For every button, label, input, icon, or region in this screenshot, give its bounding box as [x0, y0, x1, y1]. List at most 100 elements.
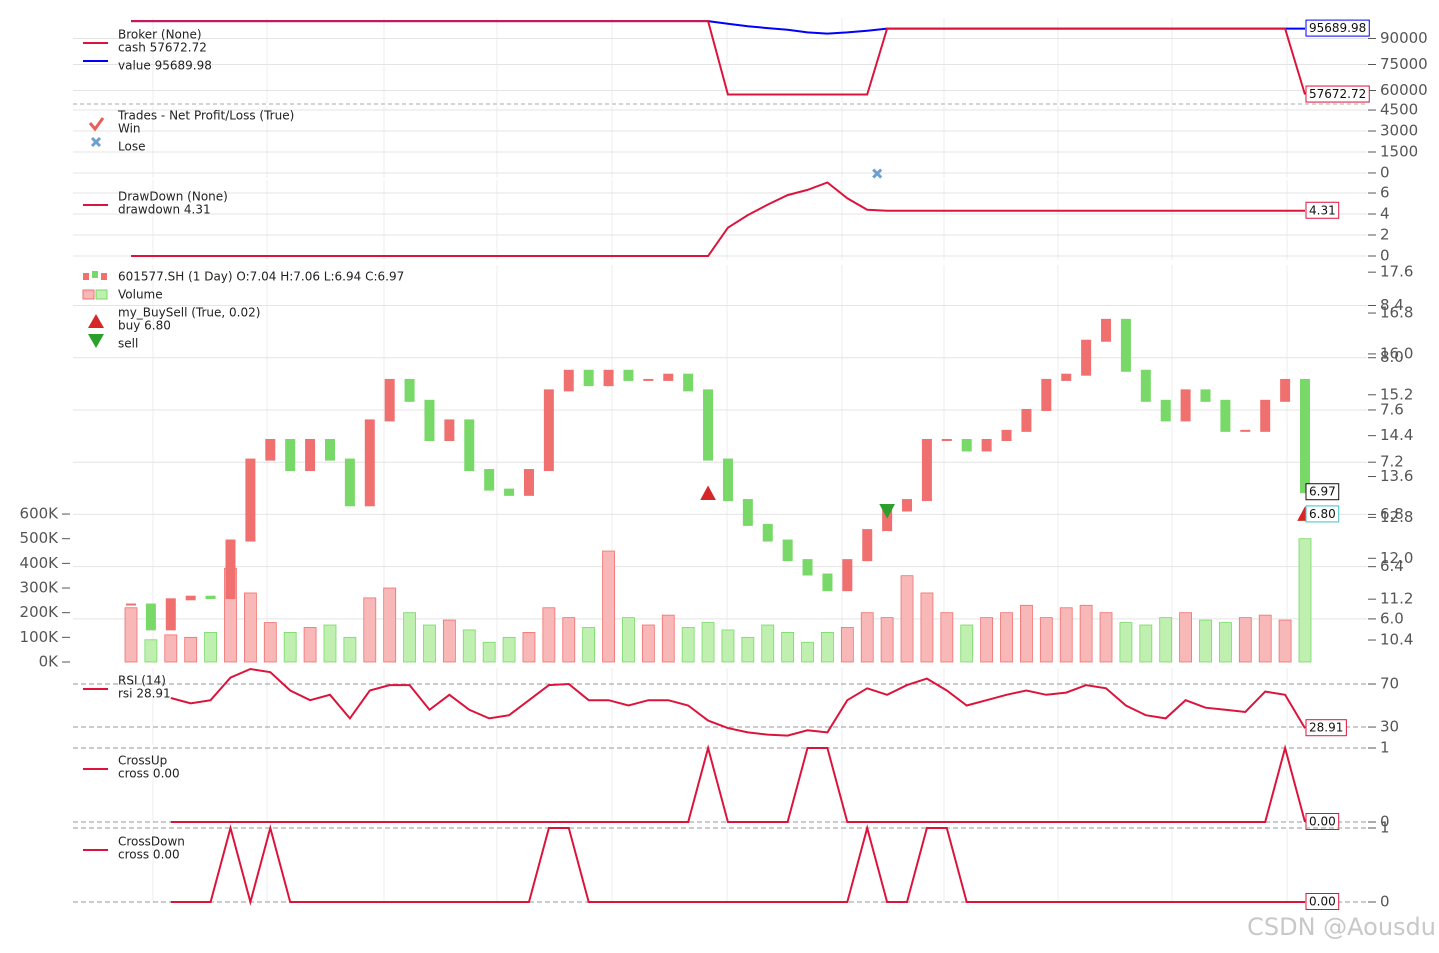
legend-swatch [82, 289, 95, 300]
volume-bar [701, 622, 715, 663]
volume-tick-label: 0K [39, 653, 60, 671]
volume-bar [204, 632, 217, 663]
price-candle [762, 523, 773, 542]
volume-bar [323, 624, 337, 663]
legend-title: my_BuySell (True, 0.02) [118, 306, 260, 320]
y-tick-label: 8.4 [1380, 296, 1404, 314]
value-label: 0.00 [1309, 895, 1336, 909]
price-candle [842, 559, 853, 592]
volume-bar [821, 632, 834, 663]
y-tick-label: 1 [1380, 819, 1390, 837]
volume-bar [462, 629, 476, 663]
value-label: 28.91 [1309, 721, 1343, 735]
volume-tick-label: 300K [20, 579, 60, 597]
volume-tick-label: 100K [20, 628, 60, 646]
price-candle [1300, 378, 1310, 494]
volume-bar [423, 624, 436, 663]
price-candle [464, 419, 475, 472]
value-label-box [1305, 201, 1340, 219]
volume-bar [124, 607, 138, 663]
watermark: CSDN @Aousdu [1247, 913, 1436, 941]
legend-swatch [92, 271, 98, 278]
volume-bar [1020, 604, 1033, 663]
value-label: 95689.98 [1309, 21, 1366, 35]
volume-tick-label: 600K [20, 505, 60, 523]
volume-bar [184, 636, 198, 663]
price-candle [1200, 389, 1211, 402]
volume-bar [283, 632, 297, 663]
y-tick-label: 10.4 [1380, 631, 1413, 649]
legend-title: Trades - Net Profit/Loss (True) [117, 109, 294, 123]
volume-bar [1059, 607, 1073, 663]
price-candle [1240, 429, 1251, 432]
volume-bar [641, 624, 655, 663]
volume-bar [1079, 604, 1093, 663]
legend-entry: buy 6.80 [118, 319, 171, 333]
series-line [170, 667, 1306, 737]
volume-bar [1199, 619, 1212, 663]
volume-bar [562, 617, 576, 663]
price-candle [404, 378, 415, 402]
legend-swatch [88, 334, 104, 348]
legend-swatch [101, 273, 107, 280]
series-line [170, 744, 1306, 823]
price-candle [722, 458, 733, 502]
volume-bar [681, 627, 695, 663]
value-label-box [1305, 483, 1340, 501]
volume-bar [761, 624, 775, 663]
y-tick-label: 75000 [1380, 55, 1428, 73]
y-tick-label: 0 [1380, 247, 1390, 265]
volume-bar [661, 614, 675, 663]
price-candle [683, 373, 694, 392]
price-candle [1021, 408, 1032, 432]
price-candle [225, 539, 236, 600]
y-tick-label: 0 [1380, 813, 1390, 831]
y-tick-label: 17.6 [1380, 263, 1413, 281]
legend-entry: drawdown 4.31 [118, 203, 211, 217]
price-candle [424, 399, 435, 441]
volume-bar [980, 617, 994, 663]
y-tick-label: 7.6 [1380, 400, 1404, 418]
volume-tick-label: 400K [20, 554, 60, 572]
volume-bar [1039, 617, 1053, 663]
price-candle [126, 603, 136, 606]
price-candle [1041, 378, 1052, 411]
legend-swatch [95, 289, 108, 300]
price-candle [245, 458, 256, 542]
y-tick-label: 90000 [1380, 29, 1428, 47]
y-tick-label: 3000 [1380, 122, 1418, 140]
price-candle [981, 438, 992, 452]
volume-bar [582, 627, 596, 663]
volume-bar [1179, 612, 1193, 663]
volume-bar [880, 617, 894, 663]
price-candle [961, 438, 972, 452]
y-tick-label: 60000 [1380, 81, 1428, 99]
legend-swatch [83, 273, 89, 280]
volume-bar [482, 641, 496, 663]
price-candle [444, 419, 455, 441]
value-label-box [1305, 813, 1340, 830]
price-candle [324, 438, 335, 461]
y-tick-label: 70 [1380, 675, 1399, 693]
volume-bar [383, 587, 397, 663]
y-tick-label: 6.0 [1380, 609, 1404, 627]
volume-bar [1000, 612, 1013, 663]
legend-entry: cash 57672.72 [118, 41, 207, 55]
volume-bar [522, 632, 536, 663]
series-line [131, 181, 1305, 257]
value-label: 6.80 [1309, 507, 1336, 521]
price-candle [822, 573, 833, 592]
price-candle [523, 469, 534, 496]
volume-bar [164, 634, 178, 663]
y-tick-label: 1500 [1380, 142, 1418, 160]
price-candle [1001, 429, 1012, 441]
volume-bar [960, 624, 974, 663]
y-tick-label: 16.8 [1380, 304, 1413, 322]
y-tick-label: 4500 [1380, 101, 1418, 119]
volume-bar [920, 592, 934, 663]
volume-bar [801, 641, 814, 663]
value-label: 6.97 [1309, 485, 1336, 499]
price-candle [1081, 339, 1092, 376]
price-candle [921, 438, 932, 502]
